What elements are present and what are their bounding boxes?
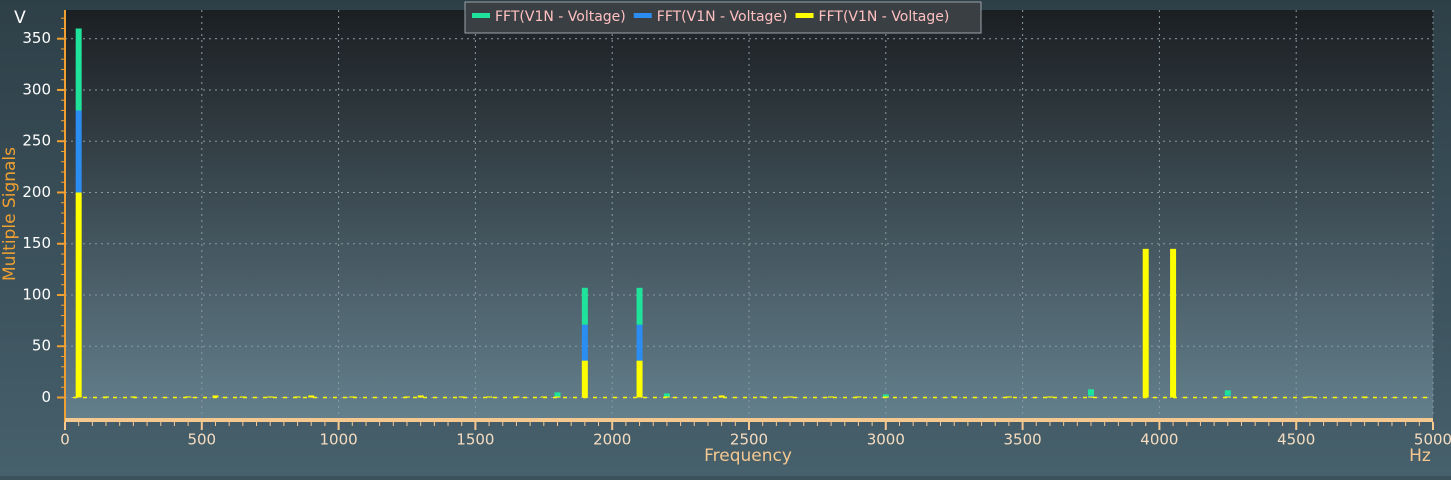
y-unit: V	[14, 8, 26, 28]
y-tick-label: 250	[22, 132, 51, 150]
x-tick-label: 0	[60, 431, 70, 449]
bar-segment	[1088, 396, 1094, 398]
bar-segment	[636, 360, 643, 398]
bar-segment	[75, 28, 82, 111]
bar-segment	[417, 395, 424, 398]
legend-label: FFT(V1N - Voltage)	[495, 9, 626, 25]
x-axis-title: Frequency	[704, 446, 792, 466]
bar-segment	[882, 396, 889, 398]
legend-label: FFT(V1N - Voltage)	[657, 9, 788, 25]
bar-segment	[663, 396, 670, 398]
bar-segment	[130, 396, 137, 398]
bar-segment	[663, 393, 670, 397]
bar-segment	[951, 396, 958, 398]
y-axis-title: Multiple Signals	[0, 147, 20, 281]
bar-segment	[486, 396, 493, 398]
bar-segment	[212, 395, 219, 398]
bar-segment	[308, 395, 315, 398]
x-tick-label: 3000	[867, 431, 905, 449]
y-tick-label: 200	[22, 183, 51, 201]
bar-segment	[404, 396, 410, 398]
bar-segment	[513, 396, 520, 398]
y-tick-label: 300	[22, 80, 51, 98]
bar-segment	[1224, 395, 1231, 397]
legend-swatch	[795, 13, 814, 18]
x-unit: Hz	[1409, 446, 1431, 466]
y-tick-label: 350	[22, 29, 51, 47]
y-tick-label: 150	[22, 234, 51, 252]
legend: FFT(V1N - Voltage) FFT(V1N - Voltage) FFT(…	[464, 1, 982, 34]
bar-segment	[855, 396, 862, 398]
legend-label: FFT(V1N - Voltage)	[819, 9, 950, 25]
bar-segment	[458, 396, 465, 398]
x-axis-band	[65, 418, 1433, 422]
bar-segment	[75, 192, 82, 398]
bar-segment	[540, 396, 547, 398]
x-tick-label: 2500	[730, 431, 768, 449]
y-tick-label: 100	[22, 285, 51, 303]
bar-segment	[1046, 396, 1053, 398]
bar-segment	[554, 396, 561, 398]
bar-segment	[239, 396, 246, 398]
bar-segment	[759, 396, 766, 398]
bar-segment	[1224, 396, 1231, 398]
legend-box	[464, 1, 982, 34]
x-tick-label: 500	[187, 431, 216, 449]
legend-swatch	[633, 13, 652, 18]
bar-segment	[581, 287, 588, 325]
bar-segment	[787, 396, 794, 398]
bar-segment	[882, 394, 889, 397]
x-tick-label: 2000	[593, 431, 631, 449]
bar-segment	[581, 360, 588, 398]
bar-segment	[636, 324, 643, 361]
bar-segment	[1142, 248, 1149, 398]
bar-segment	[349, 396, 356, 398]
bar-segment	[267, 396, 274, 398]
x-tick-label: 4000	[1140, 431, 1178, 449]
x-tick-label: 5000	[1414, 431, 1451, 449]
y-tick-label: 0	[41, 388, 51, 406]
bar-segment	[718, 395, 725, 398]
bar-segment	[581, 324, 588, 361]
y-tick-label: 50	[32, 337, 51, 355]
grid	[64, 10, 1434, 418]
bar-segment	[1005, 396, 1012, 398]
bar-segment	[828, 396, 835, 398]
bar-segment	[1252, 396, 1259, 398]
bar-segment	[1088, 395, 1094, 397]
x-tick-label: 4500	[1277, 431, 1315, 449]
bar-segment	[1306, 396, 1313, 398]
x-tick-label: 1000	[320, 431, 358, 449]
bar-segment	[636, 287, 643, 325]
x-tick-label: 1500	[456, 431, 494, 449]
bar-segment	[185, 396, 192, 398]
legend-swatch	[472, 13, 490, 18]
bar-segment	[1361, 396, 1368, 398]
x-tick-label: 3500	[1004, 431, 1042, 449]
bar-segment	[554, 392, 561, 397]
bar-segment	[1224, 390, 1231, 396]
bar-segment	[1170, 248, 1177, 398]
bar-segment	[103, 396, 110, 398]
bar-segment	[1088, 389, 1094, 396]
bar-segment	[75, 110, 82, 193]
bars	[73, 28, 1433, 399]
bar-segment	[294, 396, 301, 398]
